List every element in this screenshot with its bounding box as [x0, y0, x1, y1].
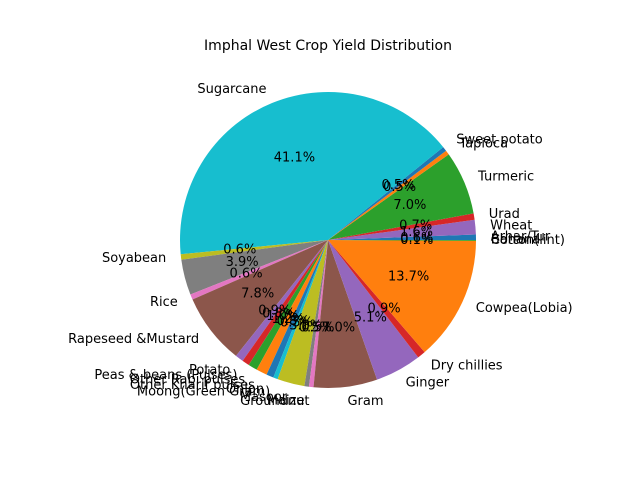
- slice-turmeric-3: [328, 154, 474, 240]
- slice-pct-other-rabi-pulses-13: 1.0%: [266, 309, 299, 324]
- slice-pct-other-kharif-pulses-14: 1.2%: [272, 312, 305, 327]
- slice-tapioca-4: [328, 150, 449, 240]
- slice-maize-18: [304, 240, 328, 387]
- slice-label-cowpea-lobia-23: Cowpea(Lobia): [476, 301, 573, 316]
- slice-pct-groundnut-19: 0.5%: [301, 321, 334, 336]
- slice-label-maize-18: Maize: [267, 394, 305, 409]
- slice-sugarcane-6: [179, 92, 444, 255]
- slice-pct-tapioca-4: 0.5%: [383, 180, 416, 195]
- slice-pct-sugarcane-6: 41.1%: [274, 150, 315, 165]
- slice-label-wheat-1: Wheat: [490, 218, 532, 233]
- slice-pct-rice-9: 0.6%: [230, 267, 263, 282]
- slice-soyabean-7: [180, 240, 328, 260]
- slice-label-gram-20: Gram: [347, 394, 383, 409]
- slice-wheat-1: [328, 219, 476, 240]
- slice-pct-masoor-17: 3.0%: [289, 318, 322, 333]
- slice-pct-onion-15: 0.8%: [277, 314, 310, 329]
- slice-label-urad-2: Urad: [489, 207, 520, 222]
- slice-pct-dry-chillies-22: 0.9%: [368, 301, 401, 316]
- slice-unlabeled-8: [181, 240, 328, 295]
- slice-pct-unlabeled-8: 3.9%: [226, 255, 259, 270]
- slice-label-tapioca-4: Tapioca: [458, 136, 508, 151]
- slice-label-turmeric-3: Turmeric: [477, 169, 534, 184]
- slice-label-onion-15: Onion: [226, 382, 264, 397]
- slice-rice-9: [190, 240, 328, 300]
- slice-label-rice-9: Rice: [150, 295, 178, 310]
- slice-label-sugarcane-6: Sugarcane: [197, 82, 266, 97]
- slice-gram-20: [313, 240, 378, 388]
- slice-peas-beans-pulses-12: [242, 240, 328, 365]
- slice-label-moong-green-gram-16: Moong(Green Gram): [137, 385, 270, 400]
- slice-masoor-17: [277, 240, 328, 387]
- chart-title: Imphal West Crop Yield Distribution: [204, 38, 452, 54]
- pie-slices: [179, 92, 476, 388]
- slice-pct-urad-2: 0.7%: [399, 218, 432, 233]
- slice-label-dry-chillies-22: Dry chillies: [431, 359, 503, 374]
- slice-urad-2: [328, 213, 475, 240]
- slice-sweet-potato-5: [328, 147, 447, 240]
- slice-pct-cowpea-lobia-23: 13.7%: [388, 270, 429, 285]
- slice-ginger-21: [328, 240, 419, 380]
- slice-pct-maize-18: 0.5%: [299, 320, 332, 335]
- slice-onion-15: [266, 240, 328, 378]
- slice-pct-potato-11: 0.9%: [258, 304, 291, 319]
- slice-pct-cotton-lint-24: 0.1%: [400, 233, 433, 248]
- slice-label-ginger-21: Ginger: [406, 376, 450, 391]
- slice-potato-11: [235, 240, 328, 361]
- slice-label-soyabean-7: Soyabean: [102, 251, 166, 266]
- slice-label-sweet-potato-5: Sweet potato: [456, 132, 542, 147]
- slice-pct-wheat-1: 1.6%: [400, 225, 433, 240]
- slice-arhar-tur-0: [328, 234, 476, 240]
- slice-label-rapeseed-mustard-10: Rapeseed &Mustard: [68, 332, 199, 347]
- slice-groundnut-19: [308, 240, 328, 388]
- pie-labels: Arhar/Tur 0.6% Wheat 1.6% Urad 0.7% Turmeric 7.…: [68, 82, 572, 409]
- slice-other-kharif-pulses-14: [256, 240, 328, 375]
- slice-label-peas-beans-pulses-12: Peas & beans (Pulses): [94, 368, 237, 383]
- slice-rapeseed-mustard-10: [192, 240, 328, 356]
- slice-dry-chillies-22: [328, 240, 425, 358]
- slice-label-groundnut-19: Groundnut: [240, 394, 309, 409]
- slice-label-other-rabi-pulses-13: Other Rabi pulses: [130, 373, 246, 388]
- slice-cotton-lint-24: [328, 240, 476, 241]
- slice-pct-arhar-tur-0: 0.6%: [400, 231, 433, 246]
- slice-moong-green-gram-16: [273, 240, 328, 380]
- slice-label-cotton-lint-24: Cotton(lint): [491, 233, 565, 248]
- slice-pct-gram-20: 7.0%: [322, 321, 355, 336]
- slice-pct-rapeseed-mustard-10: 7.8%: [241, 287, 274, 302]
- slice-pct-peas-beans-pulses-12: 0.8%: [262, 306, 295, 321]
- slice-cowpea-lobia-23: [328, 240, 476, 353]
- slice-pct-ginger-21: 5.1%: [354, 311, 387, 326]
- slice-pct-turmeric-3: 7.0%: [393, 198, 426, 213]
- slice-other-rabi-pulses-13: [248, 240, 328, 370]
- slice-label-masoor-17: Masoor: [240, 390, 288, 405]
- slice-label-arhar-tur-0: Arhar/Tur: [491, 229, 551, 244]
- slice-label-other-kharif-pulses-14: Other Kharif pulses: [130, 378, 255, 393]
- slice-label-potato-11: Potato: [189, 363, 230, 378]
- slice-label-banana-25: Banana: [491, 233, 540, 248]
- slice-pct-soyabean-7: 0.6%: [223, 243, 256, 258]
- slice-pct-sweet-potato-5: 0.5%: [381, 178, 414, 193]
- slice-pct-moong-green-gram-16: 0.5%: [280, 316, 313, 331]
